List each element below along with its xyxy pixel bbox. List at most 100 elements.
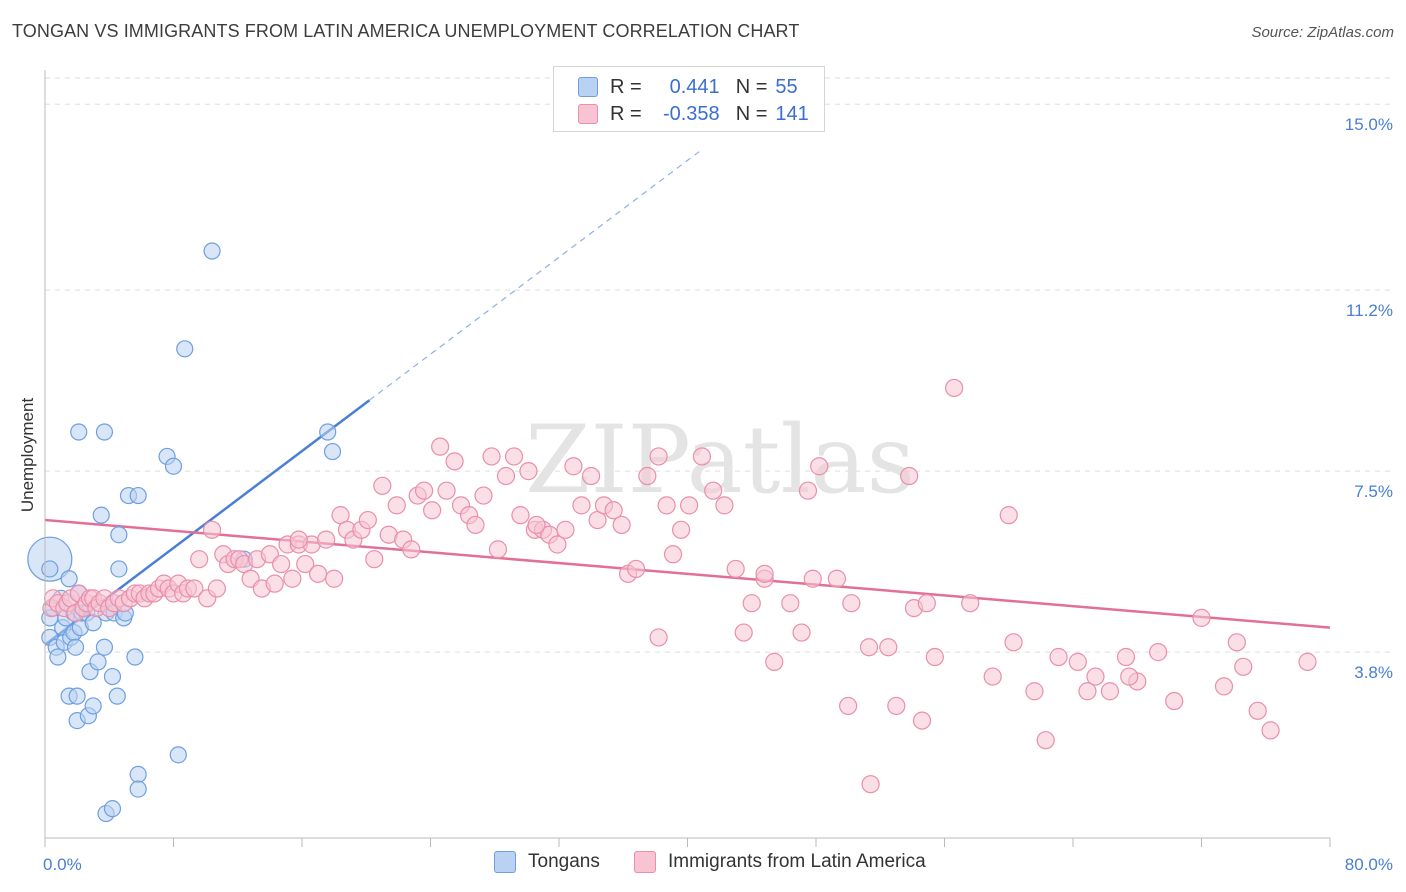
n-label: N = <box>735 102 768 125</box>
latin-america-point <box>879 638 898 657</box>
latin-america-point <box>649 628 668 647</box>
latin-america-point <box>519 462 538 481</box>
latin-america-point <box>283 569 302 588</box>
latin-america-point <box>466 515 485 535</box>
legend-item-latin-america[interactable]: Immigrants from Latin America <box>634 851 926 873</box>
n-value: 55 <box>775 75 798 98</box>
n-value: 141 <box>775 102 809 125</box>
latin-america-point <box>582 466 601 486</box>
latin-america-point <box>496 466 516 486</box>
latin-america-point <box>1068 652 1087 671</box>
latin-america-point <box>272 554 291 574</box>
tongan-point <box>126 648 144 666</box>
latin-america-point <box>1004 633 1023 652</box>
tongan-point <box>41 560 59 578</box>
trendlines <box>44 150 1331 646</box>
latin-america-point <box>373 476 392 495</box>
tongan-point <box>169 746 187 764</box>
latin-america-point <box>1227 633 1246 652</box>
latin-america-point <box>765 652 784 671</box>
latin-america-point <box>365 550 384 569</box>
latin-america-point <box>1100 682 1120 701</box>
latin-america-point <box>827 569 846 588</box>
data-points <box>27 242 1317 823</box>
latin-america-point <box>402 540 421 559</box>
tongan-point <box>66 638 85 656</box>
latin-america-point <box>437 481 456 500</box>
latin-america-point <box>792 623 811 642</box>
source-credit: Source: ZipAtlas.com <box>1251 24 1394 41</box>
latin-america-point <box>810 457 829 476</box>
zipatlas-watermark: ZIPatlas <box>525 406 915 515</box>
latin-america-point <box>1165 691 1184 711</box>
latin-america-point <box>316 530 336 549</box>
series-legend: Tongans Immigrants from Latin America <box>0 851 1406 879</box>
latin-america-point <box>781 594 800 613</box>
tongan-point <box>176 340 194 358</box>
latin-america-point <box>474 486 493 505</box>
latin-america-point <box>527 515 546 535</box>
x-tick-label-max: 80.0% <box>1345 855 1393 874</box>
latin-america-point <box>999 506 1018 525</box>
latin-america-point <box>912 711 932 730</box>
tongan-point <box>92 506 110 524</box>
latin-america-point <box>1192 608 1211 627</box>
latin-america-point <box>742 594 761 613</box>
latin-america-point <box>325 569 344 588</box>
latin-america-point <box>1149 643 1168 662</box>
tongan-point <box>323 442 342 461</box>
latin-america-point <box>755 564 774 583</box>
tongan-point <box>203 242 221 260</box>
latin-america-point <box>431 437 450 456</box>
latin-america-point <box>414 481 434 500</box>
latin-america-point <box>692 447 712 466</box>
latin-america-point <box>1049 647 1068 667</box>
tongan-point <box>129 486 147 505</box>
x-tick-label-min: 0.0% <box>43 855 82 874</box>
latin-america-point <box>798 481 818 500</box>
latin-america-point <box>626 559 646 579</box>
latin-america-point <box>504 447 524 466</box>
r-label: R = <box>610 102 642 125</box>
latin-america-point <box>289 530 308 549</box>
tongans-swatch <box>578 77 598 97</box>
latin-america-point <box>1086 667 1105 686</box>
latin-america-point <box>1036 731 1055 750</box>
tongan-point <box>319 423 337 441</box>
latin-america-point <box>548 535 567 554</box>
latin-america-point <box>564 457 583 476</box>
latin-america-point <box>1214 677 1234 696</box>
latin-america-point <box>1261 721 1280 740</box>
tongan-point <box>164 457 183 475</box>
latin-america-point <box>1116 647 1136 667</box>
latin-america-point <box>482 447 501 466</box>
latin-america-point <box>859 638 879 657</box>
r-value: -0.358 <box>662 102 720 125</box>
latin-america-point <box>917 594 936 613</box>
legend-label-tongans: Tongans <box>528 851 600 872</box>
latin-america-point <box>900 466 919 486</box>
latin-america-point <box>511 506 530 525</box>
latin-america-point <box>612 515 631 535</box>
legend-label-latin-america: Immigrants from Latin America <box>668 851 926 872</box>
y-tick-label: 7.5% <box>1354 482 1393 501</box>
latin-america-point <box>680 496 699 515</box>
tongan-point <box>70 423 88 441</box>
latin-america-point <box>1234 657 1253 676</box>
tongan-point <box>103 667 122 686</box>
latin-america-point <box>638 466 657 486</box>
latin-america-trendline <box>44 518 1331 629</box>
latin-america-point <box>961 594 980 613</box>
correlation-legend: R = 0.441 N = 55 R = -0.358 N = 141 <box>553 66 825 132</box>
r-value: 0.441 <box>669 75 720 98</box>
tongan-point <box>103 800 122 818</box>
tongan-point <box>27 536 73 582</box>
legend-item-tongans[interactable]: Tongans <box>494 851 600 873</box>
y-tick-label: 3.8% <box>1354 663 1393 682</box>
tongans-swatch <box>494 851 516 873</box>
latin-america-point <box>887 696 906 716</box>
latin-america-point <box>803 569 822 588</box>
latin-america-point <box>445 452 464 471</box>
tongan-point <box>129 780 147 798</box>
